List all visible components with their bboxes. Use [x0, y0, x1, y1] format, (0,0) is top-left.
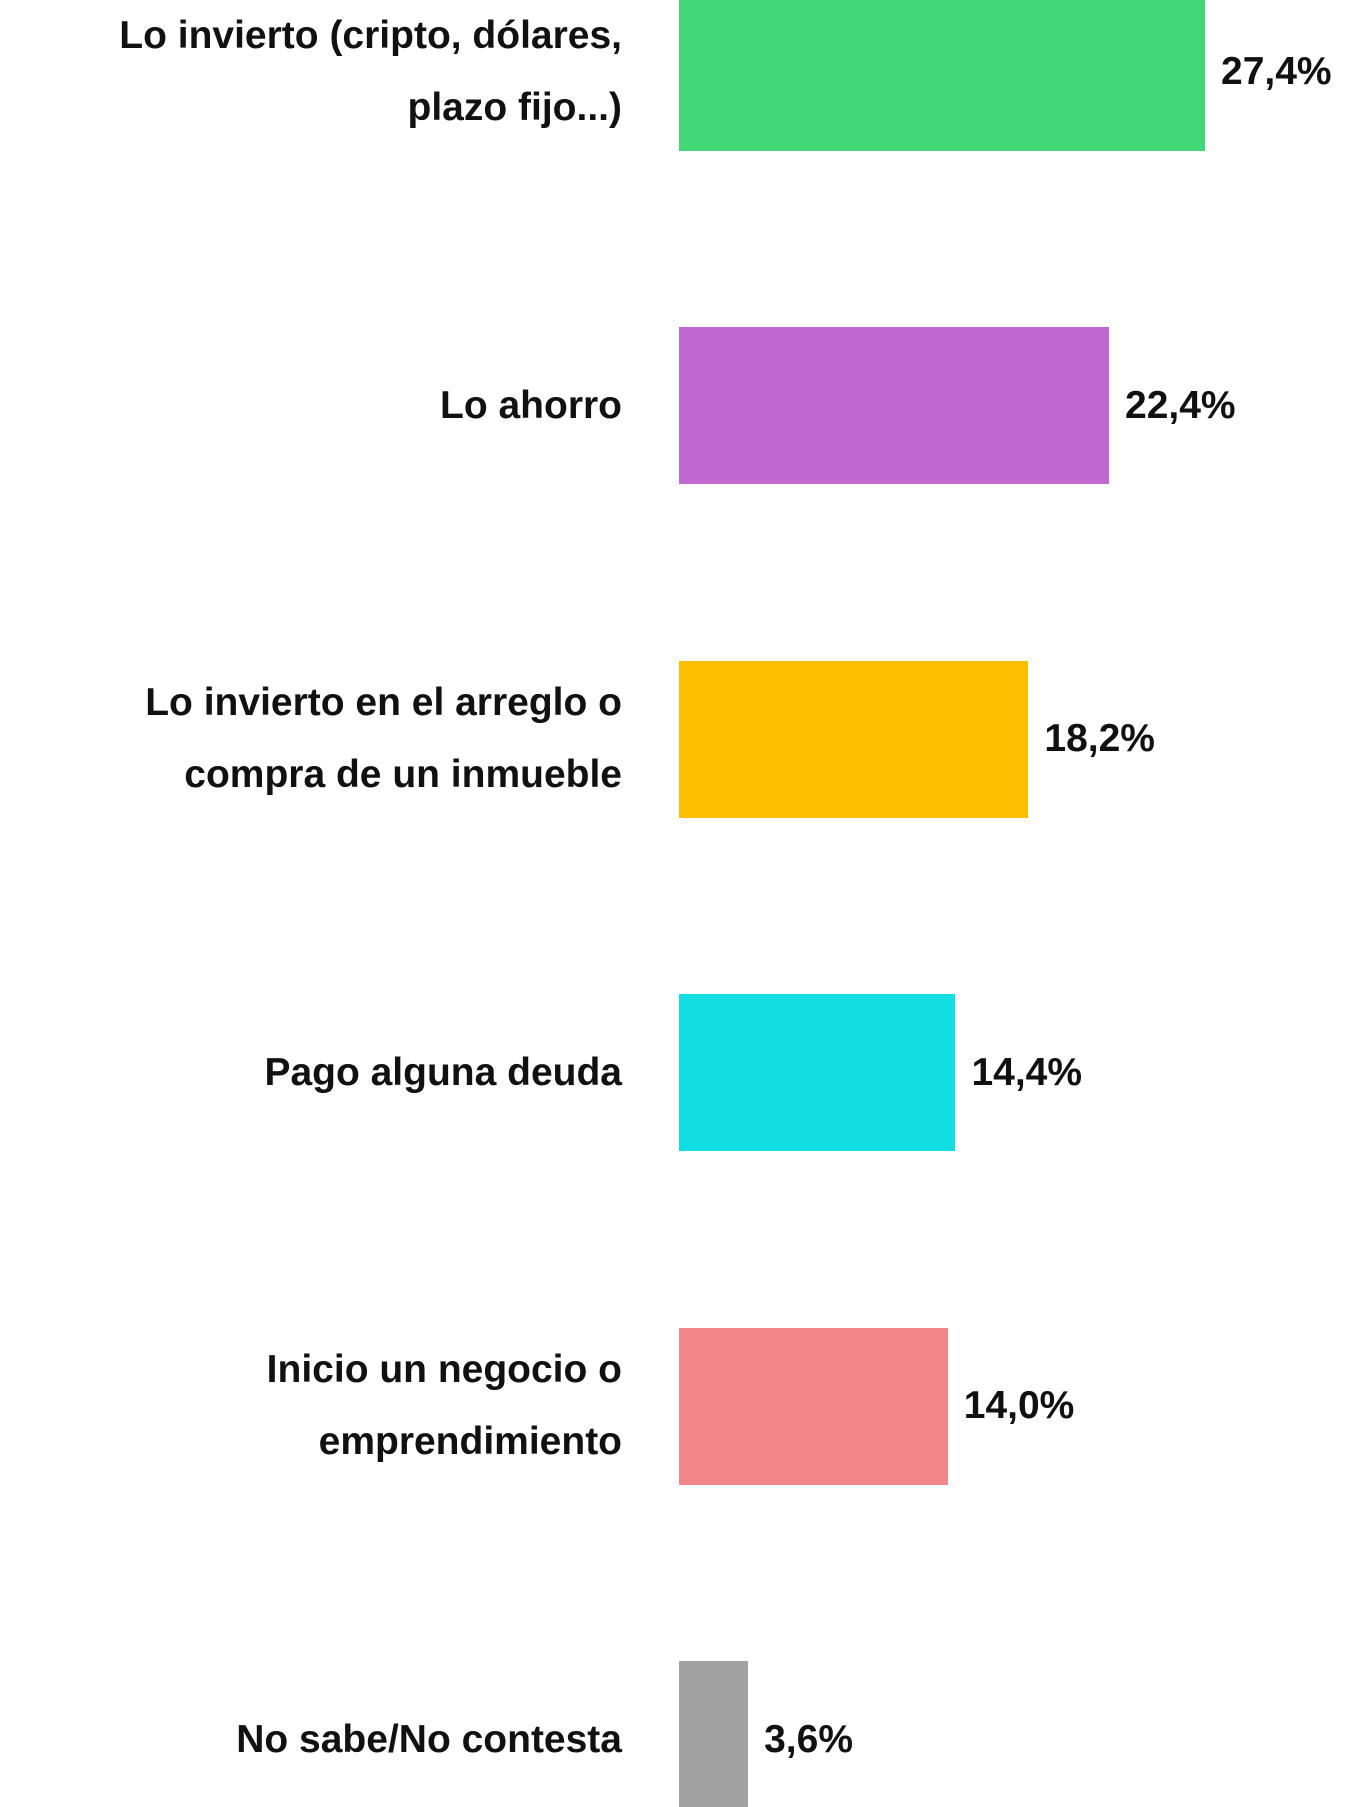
- bar: [679, 1661, 749, 1807]
- value-label: 18,2%: [1044, 717, 1155, 760]
- value-label: 27,4%: [1221, 50, 1332, 93]
- category-label: Inicio un negocio o emprendimiento: [266, 1348, 622, 1463]
- value-label: 22,4%: [1125, 383, 1236, 427]
- category-label: Lo invierto (cripto, dólares, plazo fijo…: [119, 14, 622, 129]
- category-label: Lo ahorro: [440, 383, 622, 427]
- value-label: 14,0%: [963, 1384, 1075, 1427]
- category-label: No sabe/No contesta: [236, 1717, 622, 1761]
- category-label: Lo invierto en el arreglo o compra de un…: [145, 681, 622, 796]
- bar: [679, 660, 1029, 818]
- bar: [679, 327, 1109, 484]
- bar: [679, 0, 1205, 151]
- bar: [679, 1327, 948, 1485]
- bar: [679, 994, 956, 1151]
- value-label: 14,4%: [971, 1050, 1083, 1094]
- category-label: Pago alguna deuda: [264, 1050, 622, 1094]
- value-label: 3,6%: [764, 1717, 854, 1761]
